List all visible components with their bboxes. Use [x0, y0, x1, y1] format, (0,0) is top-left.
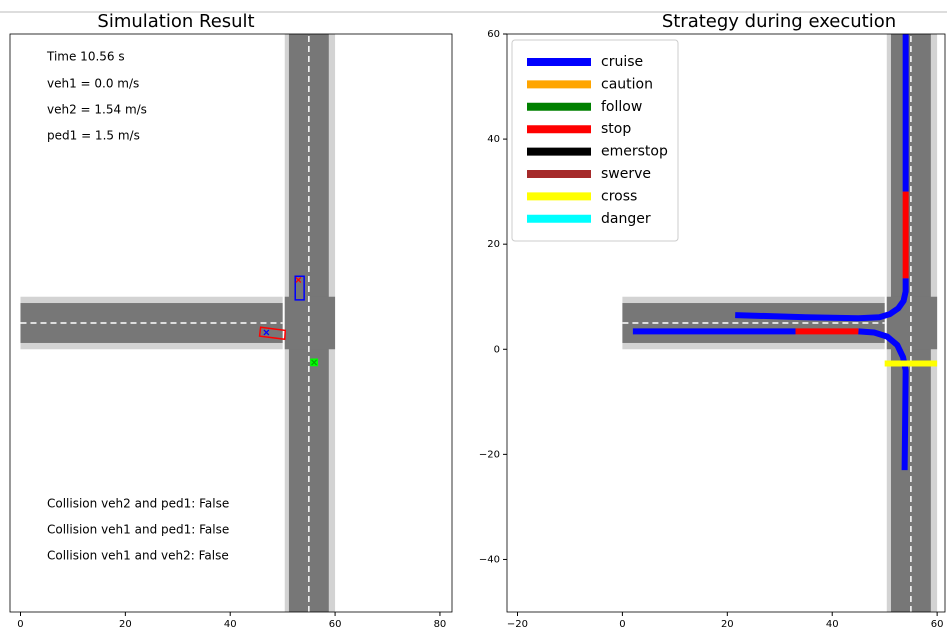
y-tick-label: 20	[487, 239, 500, 250]
legend-label: danger	[601, 211, 651, 227]
legend-label: cruise	[601, 54, 643, 70]
legend-label: emerstop	[601, 144, 668, 160]
annotation: ped1 = 1.5 m/s	[47, 129, 140, 143]
y-tick-label: −20	[479, 449, 500, 460]
y-tick-label: −40	[479, 554, 500, 565]
legend-label: caution	[601, 76, 653, 92]
x-tick-label: 40	[826, 619, 839, 627]
left-title: Simulation Result	[97, 11, 254, 32]
legend-label: stop	[601, 121, 631, 137]
trajectory	[735, 278, 909, 322]
road	[284, 296, 336, 350]
x-tick-label: 0	[619, 619, 625, 627]
x-tick-label: 60	[329, 619, 342, 627]
x-tick-label: 80	[434, 619, 447, 627]
y-tick-label: 40	[487, 134, 500, 145]
x-tick-label: 20	[119, 619, 132, 627]
marker	[311, 359, 318, 366]
marker	[263, 329, 270, 336]
legend-label: follow	[601, 99, 642, 115]
agent-box	[294, 275, 305, 301]
plot-area	[20, 34, 336, 612]
annotation: Collision veh1 and ped1: False	[47, 523, 229, 537]
legend-label: swerve	[601, 166, 651, 182]
annotation: veh2 = 1.54 m/s	[47, 103, 147, 117]
plot-area	[622, 34, 938, 612]
agent-box	[258, 326, 287, 341]
annotation: veh1 = 0.0 m/s	[47, 77, 139, 91]
right-title: Strategy during execution	[662, 11, 896, 32]
marker	[295, 276, 302, 283]
y-tick-label: 60	[487, 29, 500, 40]
annotation: Time 10.56 s	[46, 50, 125, 64]
legend-box	[511, 39, 679, 242]
x-tick-label: 0	[17, 619, 23, 627]
x-tick-label: 60	[931, 619, 944, 627]
x-tick-label: 40	[224, 619, 237, 627]
x-tick-label: 20	[721, 619, 734, 627]
annotation: Collision veh2 and ped1: False	[47, 497, 229, 511]
axes-frame	[9, 33, 453, 613]
axes-frame	[506, 33, 946, 613]
trajectory	[858, 328, 909, 471]
x-tick-label: −20	[507, 619, 528, 627]
annotation: Collision veh1 and veh2: False	[47, 549, 229, 563]
y-tick-label: 0	[494, 344, 500, 355]
legend-label: cross	[601, 188, 637, 204]
